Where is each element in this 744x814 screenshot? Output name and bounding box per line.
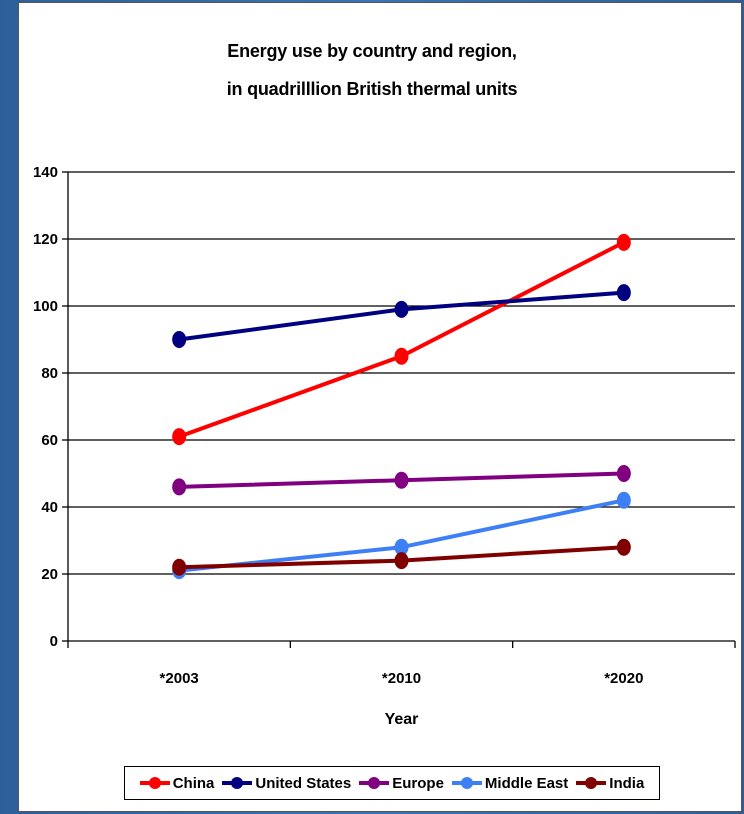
data-point-china-0: [172, 428, 187, 446]
x-tick-label-2: *2020: [604, 670, 643, 687]
chart-title: Energy use by country and region, in qua…: [0, 32, 744, 108]
chart-legend: China United States Europe Middle East India: [124, 766, 660, 800]
x-tick-label-1: *2010: [382, 670, 421, 687]
legend-label-europe: Europe: [392, 774, 444, 792]
data-point-middle-east-1: [394, 538, 409, 556]
legend-swatch-china: [139, 777, 170, 789]
data-point-middle-east-2: [616, 491, 631, 509]
legend-item-united-states: United States: [222, 775, 351, 792]
legend-item-europe: Europe: [359, 775, 444, 792]
y-tick-label-60: 60: [41, 432, 58, 449]
x-axis-label: Year: [385, 711, 419, 728]
legend-item-middle-east: Middle East: [451, 774, 569, 792]
data-point-united-states-2: [616, 284, 631, 302]
y-tick-label-0: 0: [50, 633, 58, 650]
y-tick-label-100: 100: [33, 298, 58, 315]
data-point-europe-1: [394, 471, 409, 489]
legend-item-india: India: [576, 775, 644, 792]
y-tick-label-20: 20: [41, 566, 58, 583]
y-tick-label-40: 40: [41, 499, 58, 516]
legend-label-united-states: United States: [255, 774, 352, 792]
data-point-united-states-1: [394, 300, 409, 318]
legend-swatch-united-states: [222, 777, 253, 789]
data-point-united-states-0: [172, 331, 187, 348]
legend-label-china: China: [172, 774, 215, 792]
y-tick-label-80: 80: [41, 365, 58, 382]
legend-swatch-europe: [359, 777, 390, 789]
data-point-india-2: [616, 538, 631, 556]
data-point-india-0: [172, 558, 187, 576]
legend-label-middle-east: Middle East: [484, 774, 569, 792]
legend-swatch-india: [576, 777, 607, 789]
legend-item-china: China: [139, 774, 215, 792]
data-point-china-2: [616, 233, 631, 251]
legend-label-india: India: [609, 774, 645, 792]
data-point-china-1: [394, 347, 409, 365]
y-tick-label-120: 120: [33, 231, 58, 248]
data-point-europe-0: [172, 478, 187, 496]
y-tick-label-140: 140: [33, 164, 58, 181]
legend-swatch-middle-east: [451, 777, 482, 789]
data-point-india-1: [394, 552, 409, 570]
series-line-china: [178, 240, 625, 439]
chart-title-line-1: Energy use by country and region,: [227, 41, 517, 61]
data-point-europe-2: [616, 465, 631, 482]
chart-title-line-2: in quadrilllion British thermal units: [226, 79, 518, 99]
x-tick-label-0: *2003: [160, 670, 199, 687]
chart-area: [18, 2, 742, 812]
